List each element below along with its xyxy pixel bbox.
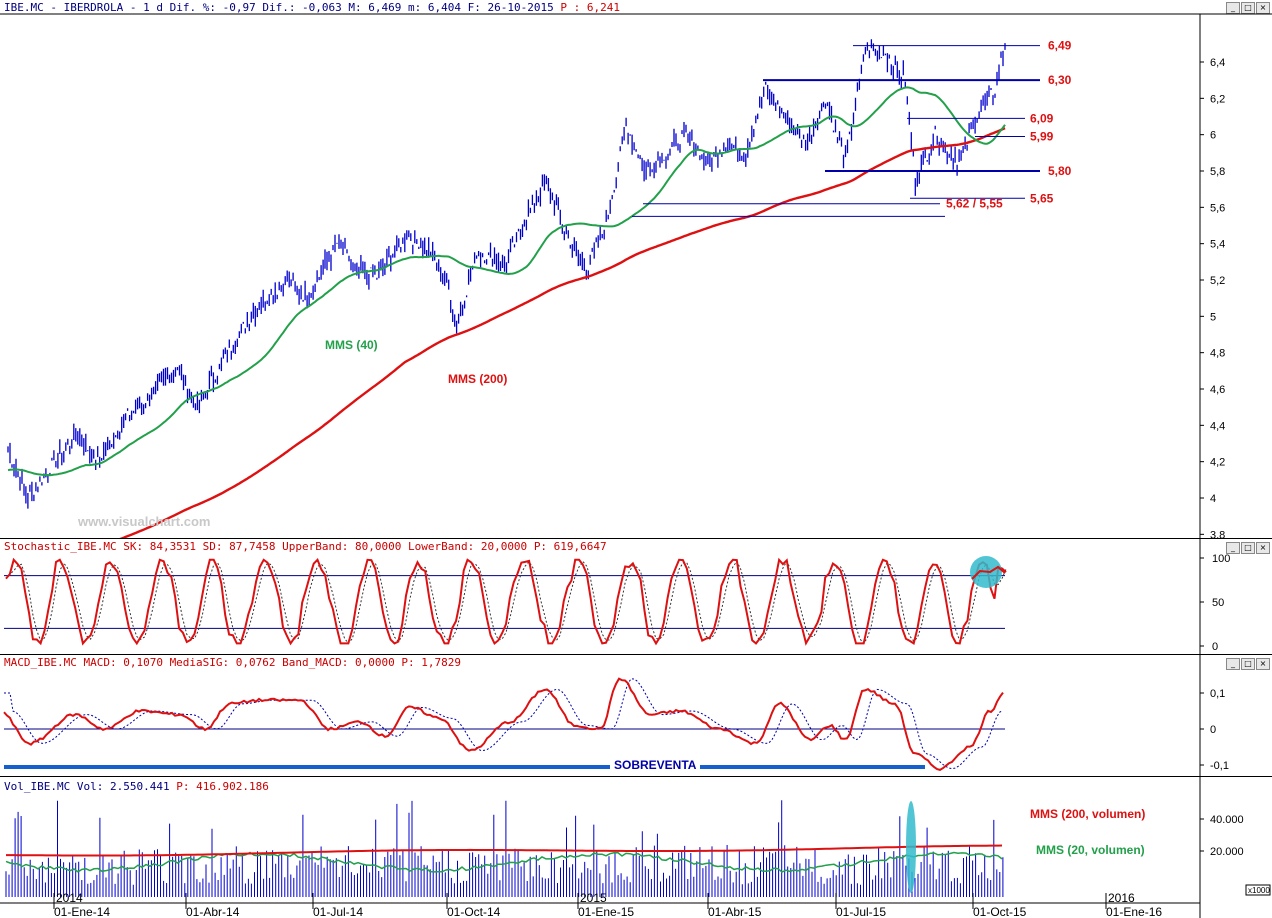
x-tick-label: 01-Jul-15	[836, 905, 886, 918]
macd-y-tick-label: 0	[1210, 724, 1216, 736]
minimize-button[interactable]: _	[1226, 658, 1240, 670]
restore-button[interactable]: □	[1241, 658, 1255, 670]
price-y-tick-label: 5,6	[1210, 202, 1225, 214]
volume-panel: Vol_IBE.MC Vol: 2.550.441 P: 416.902.186…	[0, 776, 1272, 918]
macd-p-label: P: 1,7829	[401, 656, 461, 669]
price-y-tick-label: 6,2	[1210, 93, 1225, 105]
macd-y-tick-label: 0,1	[1210, 688, 1225, 700]
stoch-sk-line	[5, 557, 1007, 646]
level-label: 6,30	[1048, 73, 1072, 87]
mms40-line	[7, 86, 1006, 477]
price-y-tick-label: 5,2	[1210, 275, 1225, 287]
stochastic-panel: Stochastic_IBE.MC SK: 84,3531 SD: 87,745…	[0, 538, 1272, 655]
price-y-tick-label: 6,4	[1210, 57, 1225, 69]
x-tick-label: 01-Abr-14	[186, 905, 240, 918]
price-y-tick-label: 4,2	[1210, 457, 1225, 469]
mms200-label: MMS (200)	[448, 372, 507, 386]
x-tick-label: 01-Ene-15	[578, 905, 634, 918]
stoch-y-tick-label: 0	[1212, 641, 1218, 653]
macd-chart[interactable]: 0,1 0 -0,1 SOBREVENTA	[0, 655, 1272, 777]
price-header: IBE.MC - IBERDROLA - 1 d Dif. %: -0,97 D…	[4, 1, 620, 14]
stochastic-chart[interactable]: 100 50 0	[0, 539, 1272, 655]
stoch-y-tick-label: 100	[1212, 553, 1230, 565]
price-y-tick-label: 5,8	[1210, 166, 1225, 178]
stochastic-header-text: Stochastic_IBE.MC SK: 84,3531 SD: 87,745…	[4, 540, 528, 553]
price-window-controls: _ □ ×	[1226, 2, 1270, 14]
volume-chart[interactable]: 40.000 20.000 MMS (200, volumen) MMS (20, v…	[0, 777, 1272, 918]
price-y-tick-label: 5	[1210, 311, 1216, 323]
level-label: 5,99	[1030, 129, 1054, 143]
price-chart[interactable]: 3,8 4 4,2 4,4 4,6 4,8 5 5,2 5,4 5,6 5,8 6 6,2 6,4 MMS …	[0, 0, 1272, 538]
ticker-label: IBE.MC	[4, 1, 44, 14]
price-stats: Dif. %: -0,97 Dif.: -0,063 M: 6,469 m: 6…	[169, 1, 554, 14]
vol-y-tick-label: 40.000	[1210, 814, 1244, 826]
year-label: 2014	[56, 891, 83, 905]
mms200-line	[119, 127, 1006, 538]
level-label: 6,09	[1030, 111, 1054, 125]
price-bars	[7, 39, 1006, 509]
price-p-label: P : 6,241	[560, 1, 620, 14]
macd-header-text: MACD_IBE.MC MACD: 0,1070 MediaSIG: 0,076…	[4, 656, 395, 669]
level-label: 5,65	[1030, 191, 1054, 205]
level-label: 6,49	[1048, 39, 1072, 53]
macd-panel: MACD_IBE.MC MACD: 0,1070 MediaSIG: 0,076…	[0, 654, 1272, 777]
multiplier-label: x1000	[1248, 886, 1270, 895]
macd-window-controls: _ □ ×	[1226, 658, 1270, 670]
vol-y-tick-label: 20.000	[1210, 846, 1244, 858]
close-button[interactable]: ×	[1256, 542, 1270, 554]
x-tick-label: 01-Ene-16	[1106, 905, 1162, 918]
x-tick-label: 01-Oct-15	[973, 905, 1027, 918]
volume-header-text: Vol_IBE.MC Vol: 2.550.441	[4, 780, 170, 793]
watermark: www.visualchart.com	[78, 514, 211, 529]
sobreventa-label: SOBREVENTA	[614, 758, 697, 772]
vol-mms200-line	[6, 844, 1003, 857]
level-label: 5,62 / 5,55	[946, 197, 1003, 211]
macd-line	[3, 677, 1004, 771]
company-label: IBERDROLA	[63, 1, 124, 14]
period-label: 1 d	[143, 1, 163, 14]
close-button[interactable]: ×	[1256, 658, 1270, 670]
mms40-label: MMS (40)	[325, 338, 378, 352]
year-label: 2015	[580, 891, 607, 905]
volume-p-label: P: 416.902.186	[176, 780, 269, 793]
year-label: 2016	[1108, 891, 1135, 905]
stochastic-window-controls: _ □ ×	[1226, 542, 1270, 554]
x-tick-label: 01-Jul-14	[313, 905, 363, 918]
vol-mms20-line	[5, 851, 1003, 873]
price-panel: IBE.MC - IBERDROLA - 1 d Dif. %: -0,97 D…	[0, 0, 1272, 538]
level-label: 5,80	[1048, 164, 1072, 178]
price-y-tick-label: 4,6	[1210, 384, 1225, 396]
macd-header: MACD_IBE.MC MACD: 0,1070 MediaSIG: 0,076…	[4, 656, 461, 669]
price-y-tick-label: 6	[1210, 130, 1216, 142]
volume-header: Vol_IBE.MC Vol: 2.550.441 P: 416.902.186	[4, 780, 269, 793]
price-y-tick-label: 5,4	[1210, 239, 1225, 251]
price-y-tick-label: 4	[1210, 493, 1216, 505]
vol-mms200-label: MMS (200, volumen)	[1030, 807, 1145, 821]
multiplier-box	[1245, 884, 1271, 896]
price-y-tick-label: 4,8	[1210, 348, 1225, 360]
macd-y-tick-label: -0,1	[1210, 760, 1229, 772]
vol-mms20-label: MMS (20, volumen)	[1036, 843, 1145, 857]
price-y-tick-label: 3,8	[1210, 529, 1225, 538]
volume-bars	[5, 800, 1004, 897]
x-tick-label: 01-Abr-15	[708, 905, 762, 918]
vol-highlight	[906, 801, 916, 893]
stochastic-p-label: P: 619,6647	[533, 540, 607, 553]
stoch-highlight-line	[971, 565, 1006, 580]
minimize-button[interactable]: _	[1226, 542, 1240, 554]
x-tick-label: 01-Oct-14	[447, 905, 501, 918]
stoch-y-tick-label: 50	[1212, 597, 1224, 609]
price-y-tick-label: 4,4	[1210, 420, 1225, 432]
stochastic-header: Stochastic_IBE.MC SK: 84,3531 SD: 87,745…	[4, 540, 607, 553]
x-tick-label: 01-Ene-14	[54, 905, 110, 918]
restore-button[interactable]: □	[1241, 542, 1255, 554]
